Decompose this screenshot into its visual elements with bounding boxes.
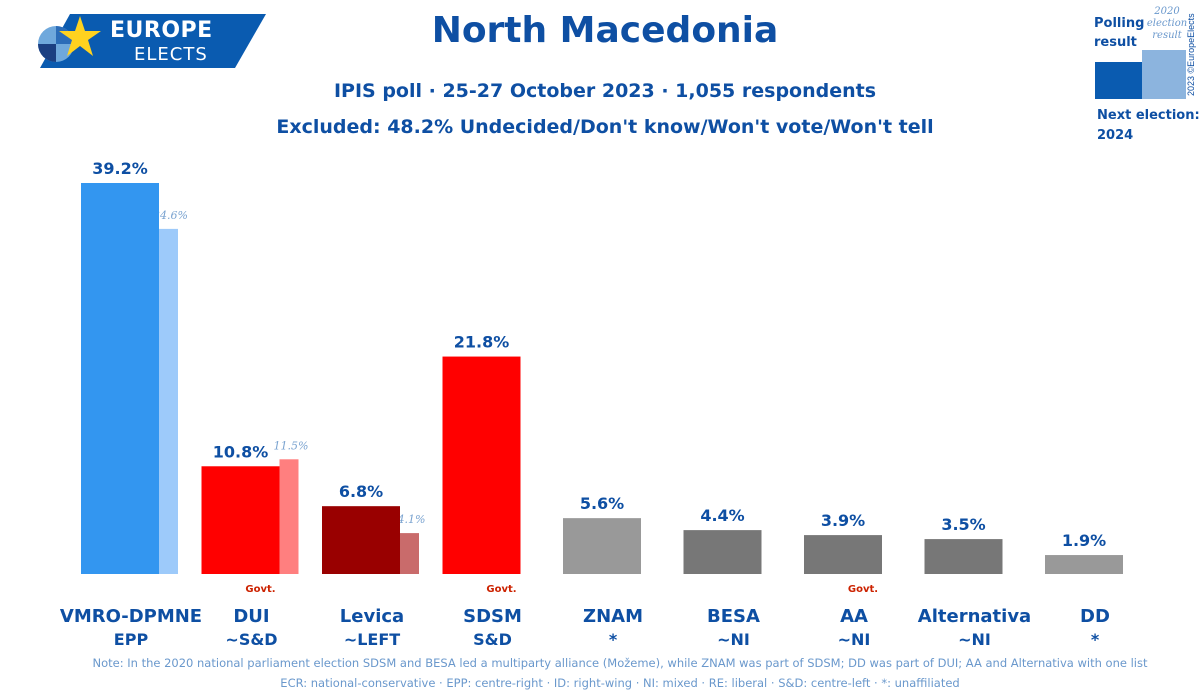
value-label: 1.9% bbox=[1062, 531, 1106, 550]
party-name: BESA bbox=[707, 606, 760, 627]
polling-bar bbox=[924, 539, 1003, 574]
previous-result-bar bbox=[159, 228, 178, 574]
legend-next-election-label: Next election: bbox=[1097, 108, 1200, 123]
value-label: 3.5% bbox=[941, 515, 985, 534]
party-group: ~LEFT bbox=[344, 630, 400, 649]
value-label: 21.8% bbox=[454, 333, 510, 352]
party-name: SDSM bbox=[463, 606, 522, 627]
legend-current-label: Polling result bbox=[1094, 16, 1145, 50]
polling-bar bbox=[201, 466, 280, 574]
excluded-note: Excluded: 48.2% Undecided/Don't know/Won… bbox=[276, 116, 934, 138]
value-label: 5.6% bbox=[580, 494, 624, 513]
logo-line1: EUROPE bbox=[110, 18, 213, 43]
value-label: 39.2% bbox=[92, 159, 148, 178]
previous-result-label: 34.6% bbox=[153, 209, 188, 222]
party-name: ZNAM bbox=[583, 606, 643, 627]
party-name: Levica bbox=[340, 606, 404, 627]
party-name: VMRO-DPMNE bbox=[60, 606, 202, 627]
party-group: ~NI bbox=[717, 630, 750, 649]
polling-bar bbox=[683, 530, 762, 574]
value-label: 4.4% bbox=[700, 506, 744, 525]
footnote-groups: ECR: national-conservative · EPP: centre… bbox=[280, 676, 960, 690]
polling-bar bbox=[81, 183, 159, 574]
party-group: S&D bbox=[473, 630, 512, 649]
polling-bar bbox=[322, 506, 400, 574]
govt-marker: Govt. bbox=[486, 584, 516, 595]
party-group: * bbox=[1091, 630, 1100, 649]
legend-previous-label: 2020 election result bbox=[1146, 6, 1188, 41]
legend-current-swatch bbox=[1095, 62, 1142, 99]
europe-elects-logo: EUROPE ELECTS bbox=[30, 14, 266, 68]
party-name: AA bbox=[840, 606, 868, 627]
party-group: EPP bbox=[114, 630, 149, 649]
polling-bar bbox=[563, 518, 641, 574]
poll-subtitle: IPIS poll · 25-27 October 2023 · 1,055 r… bbox=[333, 80, 877, 102]
legend-previous-swatch bbox=[1142, 50, 1186, 99]
polling-bar bbox=[804, 535, 882, 574]
party-group: * bbox=[609, 630, 618, 649]
legend-next-election-year: 2024 bbox=[1097, 128, 1134, 143]
value-label: 6.8% bbox=[339, 482, 383, 501]
party-group: ~NI bbox=[838, 630, 871, 649]
govt-marker: Govt. bbox=[848, 584, 878, 595]
value-label: 10.8% bbox=[213, 442, 269, 461]
party-name: DD bbox=[1080, 606, 1110, 627]
govt-marker: Govt. bbox=[245, 584, 275, 595]
page-title: North Macedonia bbox=[431, 10, 779, 51]
previous-result-bar bbox=[400, 533, 419, 574]
polling-bar bbox=[442, 356, 521, 574]
previous-result-label: 4.1% bbox=[397, 513, 426, 526]
footnote-alliance: Note: In the 2020 national parliament el… bbox=[92, 656, 1148, 670]
value-label: 3.9% bbox=[821, 511, 865, 530]
party-name: Alternativa bbox=[918, 606, 1031, 627]
polling-bar bbox=[1045, 555, 1123, 574]
party-group: ~NI bbox=[958, 630, 991, 649]
previous-result-bar bbox=[279, 459, 299, 574]
previous-result-label: 11.5% bbox=[274, 439, 309, 452]
party-group: ~S&D bbox=[225, 630, 277, 649]
party-name: DUI bbox=[233, 606, 269, 627]
logo-line2: ELECTS bbox=[134, 44, 208, 65]
